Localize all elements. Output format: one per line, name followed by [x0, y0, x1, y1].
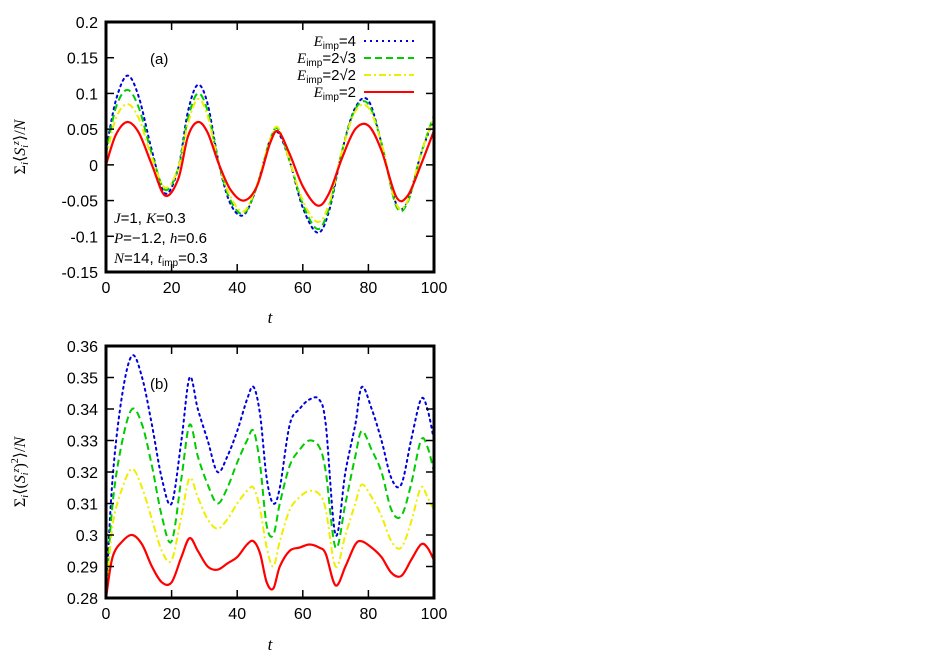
legend-entry: Eimp=2: [313, 84, 414, 103]
panel-a: 0 20 40 60 80 100 -0.15 -0.1 -0.05 0 0.05 0.1 0.15 0.…: [11, 15, 447, 327]
y-tick-label: 0.34: [67, 402, 98, 419]
x-tick-label: 80: [360, 606, 378, 623]
y-tick-label: -0.1: [70, 229, 98, 246]
x-tick-label: 60: [294, 606, 312, 623]
series-line-b-1: [105, 407, 435, 599]
legend-entry: Eimp=2√2: [296, 67, 414, 86]
series-line-b-2: [105, 467, 435, 599]
y-tick-label: 0.28: [67, 591, 98, 608]
panel-a-annotation: J=1, K=0.3 P=−1.2, h=0.6 N=14, timp=0.3: [113, 210, 208, 269]
legend-label: Eimp=4: [313, 33, 356, 52]
panel-b-xlabel: t: [268, 635, 274, 654]
y-tick-label: -0.15: [62, 265, 99, 282]
x-tick-label: 100: [421, 280, 448, 297]
svg-text:N=14, timp=0.3: N=14, timp=0.3: [113, 250, 208, 269]
y-tick-label: 0: [89, 158, 98, 175]
y-tick-label: 0.05: [67, 122, 98, 139]
svg-text:P=−1.2, h=0.6: P=−1.2, h=0.6: [113, 230, 207, 247]
panel-a-frame: [104, 20, 436, 274]
legend-label: Eimp=2√3: [296, 50, 356, 69]
panel-b-series: [104, 354, 435, 599]
x-tick-label: 0: [102, 606, 111, 623]
panel-b-ticks: 0 20 40 60 80 100 0.28 0.29 0.3 0.31 0.32 0.33 0.34 0…: [67, 339, 448, 623]
panel-a-series: [104, 74, 436, 234]
panel-a-ylabel: Σi⟨Siz⟩/N: [11, 118, 31, 174]
y-tick-label: 0.32: [67, 465, 98, 482]
y-tick-label: 0.33: [67, 434, 98, 451]
series-line-b-3: [104, 533, 435, 599]
svg-text:Σi⟨(Siz)2⟩/N: Σi⟨(Siz)2⟩/N: [10, 436, 31, 508]
legend-label: Eimp=2: [313, 84, 356, 103]
legend-entry: Eimp=2√3: [296, 50, 414, 69]
x-tick-label: 40: [228, 606, 246, 623]
x-tick-label: 100: [421, 606, 448, 623]
y-tick-label: 0.3: [76, 528, 98, 545]
legend-label: Eimp=2√2: [296, 67, 356, 86]
y-tick-label: 0.31: [67, 497, 98, 514]
x-tick-label: 20: [163, 606, 181, 623]
y-tick-label: 0.29: [67, 560, 98, 577]
y-tick-label: 0.36: [67, 339, 98, 356]
y-tick-label: -0.05: [62, 194, 99, 211]
panel-b-ylabel: Σi⟨(Siz)2⟩/N: [10, 436, 31, 508]
svg-text:Σi⟨Siz⟩/N: Σi⟨Siz⟩/N: [11, 118, 31, 174]
y-tick-label: 0.35: [67, 371, 98, 388]
legend-entry: Eimp=4: [313, 33, 414, 52]
panel-b: 0 20 40 60 80 100 0.28 0.29 0.3 0.31 0.32 0.33 0.34 0…: [10, 339, 447, 654]
x-tick-label: 0: [102, 280, 111, 297]
y-tick-label: 0.1: [76, 86, 98, 103]
x-tick-label: 40: [228, 280, 246, 297]
panel-a-label: (a): [150, 51, 168, 68]
series-line-a-3: [104, 120, 436, 207]
series-line-b-0: [105, 354, 435, 599]
x-tick-label: 60: [294, 280, 312, 297]
panel-a-xlabel: t: [268, 308, 274, 327]
svg-text:J=1, K=0.3: J=1, K=0.3: [114, 210, 186, 227]
y-tick-label: 0.15: [67, 51, 98, 68]
panel-b-label: (b): [150, 376, 168, 393]
y-tick-label: 0.2: [76, 15, 98, 32]
x-tick-label: 80: [360, 280, 378, 297]
panel-a-ticks: 0 20 40 60 80 100 -0.15 -0.1 -0.05 0 0.05 0.1 0.15 0.…: [62, 15, 448, 297]
x-tick-label: 20: [163, 280, 181, 297]
